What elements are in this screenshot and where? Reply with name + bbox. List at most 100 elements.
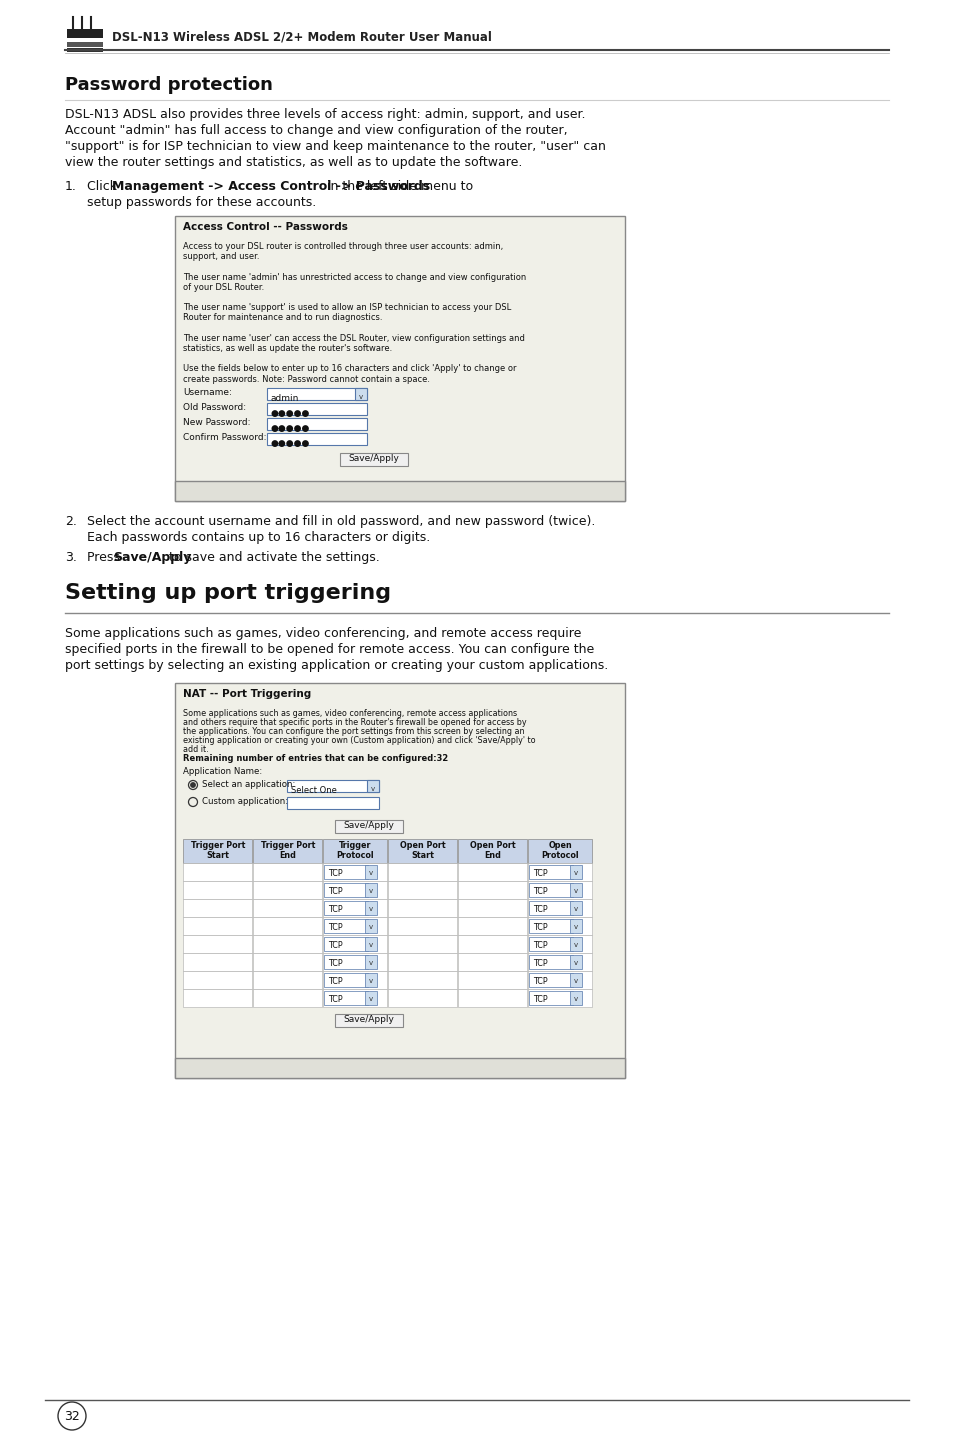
- Bar: [324, 937, 368, 951]
- Bar: [267, 418, 367, 430]
- Bar: [527, 881, 592, 899]
- Bar: [388, 863, 456, 881]
- Text: Open: Open: [548, 841, 572, 849]
- Text: v: v: [369, 871, 373, 876]
- Bar: [365, 955, 376, 969]
- Text: Start: Start: [411, 851, 434, 859]
- Text: Remaining number of entries that can be configured:32: Remaining number of entries that can be …: [183, 755, 448, 763]
- Text: NAT -- Port Triggering: NAT -- Port Triggering: [183, 689, 311, 699]
- Text: TCP: TCP: [533, 958, 547, 968]
- Bar: [457, 954, 526, 971]
- Bar: [365, 991, 376, 1005]
- Bar: [529, 972, 573, 987]
- Text: view the router settings and statistics, as well as to update the software.: view the router settings and statistics,…: [65, 156, 522, 169]
- Bar: [323, 916, 387, 935]
- Text: port settings by selecting an existing application or creating your custom appli: port settings by selecting an existing a…: [65, 659, 608, 672]
- Text: Open Port: Open Port: [399, 841, 445, 849]
- Bar: [569, 991, 581, 1005]
- Bar: [324, 972, 368, 987]
- Bar: [527, 990, 592, 1007]
- Bar: [527, 863, 592, 881]
- Bar: [457, 863, 526, 881]
- Text: The user name 'admin' has unrestricted access to change and view configuration: The user name 'admin' has unrestricted a…: [183, 272, 526, 282]
- Text: TCP: TCP: [533, 922, 547, 931]
- Text: support, and user.: support, and user.: [183, 252, 259, 261]
- Bar: [529, 919, 573, 934]
- Bar: [253, 954, 322, 971]
- Text: v: v: [574, 959, 578, 967]
- Text: v: v: [369, 959, 373, 967]
- Bar: [323, 954, 387, 971]
- Text: Router for maintenance and to run diagnostics.: Router for maintenance and to run diagno…: [183, 314, 382, 322]
- Bar: [323, 881, 387, 899]
- Text: 3.: 3.: [65, 551, 77, 564]
- Bar: [183, 954, 252, 971]
- Bar: [253, 935, 322, 954]
- Bar: [324, 919, 368, 934]
- Bar: [457, 881, 526, 899]
- Text: ●●●●●: ●●●●●: [271, 424, 310, 432]
- Bar: [67, 29, 103, 39]
- Bar: [253, 916, 322, 935]
- Text: Select the account username and fill in old password, and new password (twice).: Select the account username and fill in …: [87, 516, 595, 528]
- Bar: [267, 388, 367, 400]
- Bar: [335, 821, 402, 833]
- Bar: [365, 901, 376, 915]
- Text: Password protection: Password protection: [65, 76, 273, 95]
- Text: v: v: [574, 924, 578, 929]
- Bar: [287, 798, 378, 809]
- Text: and others require that specific ports in the Router's firewall be opened for ac: and others require that specific ports i…: [183, 717, 526, 727]
- Text: TCP: TCP: [533, 977, 547, 985]
- Text: Access Control -- Passwords: Access Control -- Passwords: [183, 222, 348, 232]
- Bar: [183, 899, 252, 916]
- Bar: [388, 899, 456, 916]
- Text: 2.: 2.: [65, 516, 77, 528]
- Bar: [365, 919, 376, 934]
- Bar: [365, 972, 376, 987]
- Text: Press: Press: [87, 551, 124, 564]
- Bar: [253, 863, 322, 881]
- Bar: [388, 916, 456, 935]
- Bar: [529, 865, 573, 879]
- Text: Some applications such as games, video conferencing, and remote access require: Some applications such as games, video c…: [65, 627, 580, 640]
- Text: the applications. You can configure the port settings from this screen by select: the applications. You can configure the …: [183, 727, 524, 736]
- Bar: [287, 780, 378, 792]
- Text: TCP: TCP: [533, 868, 547, 878]
- Text: DSL-N13 ADSL also provides three levels of access right: admin, support, and use: DSL-N13 ADSL also provides three levels …: [65, 107, 585, 120]
- Bar: [355, 388, 367, 400]
- Bar: [324, 955, 368, 969]
- Bar: [569, 865, 581, 879]
- Text: existing application or creating your own (Custom application) and click 'Save/A: existing application or creating your ow…: [183, 736, 535, 745]
- Text: Save/Apply: Save/Apply: [348, 454, 399, 464]
- Bar: [183, 863, 252, 881]
- Text: Access to your DSL router is controlled through three user accounts: admin,: Access to your DSL router is controlled …: [183, 242, 503, 251]
- Bar: [253, 899, 322, 916]
- Text: Select an application:: Select an application:: [202, 780, 295, 789]
- Bar: [527, 916, 592, 935]
- Text: End: End: [484, 851, 501, 859]
- Bar: [388, 839, 456, 863]
- Bar: [457, 990, 526, 1007]
- Bar: [529, 901, 573, 915]
- Text: setup passwords for these accounts.: setup passwords for these accounts.: [87, 196, 315, 209]
- Text: add it.: add it.: [183, 745, 209, 755]
- Bar: [183, 935, 252, 954]
- Bar: [388, 990, 456, 1007]
- Bar: [267, 402, 367, 415]
- Bar: [323, 839, 387, 863]
- Bar: [527, 971, 592, 990]
- Text: Click: Click: [87, 180, 121, 193]
- Text: Management -> Access Control -> Passwords: Management -> Access Control -> Password…: [112, 180, 430, 193]
- Text: 1.: 1.: [65, 180, 77, 193]
- Text: Start: Start: [207, 851, 230, 859]
- Text: Save/Apply: Save/Apply: [113, 551, 192, 564]
- Bar: [527, 935, 592, 954]
- Bar: [367, 780, 378, 792]
- Text: v: v: [574, 997, 578, 1002]
- Text: Use the fields below to enter up to 16 characters and click 'Apply' to change or: Use the fields below to enter up to 16 c…: [183, 364, 516, 374]
- Bar: [174, 683, 624, 1078]
- Bar: [365, 884, 376, 896]
- Bar: [457, 916, 526, 935]
- Bar: [457, 935, 526, 954]
- Bar: [339, 453, 408, 465]
